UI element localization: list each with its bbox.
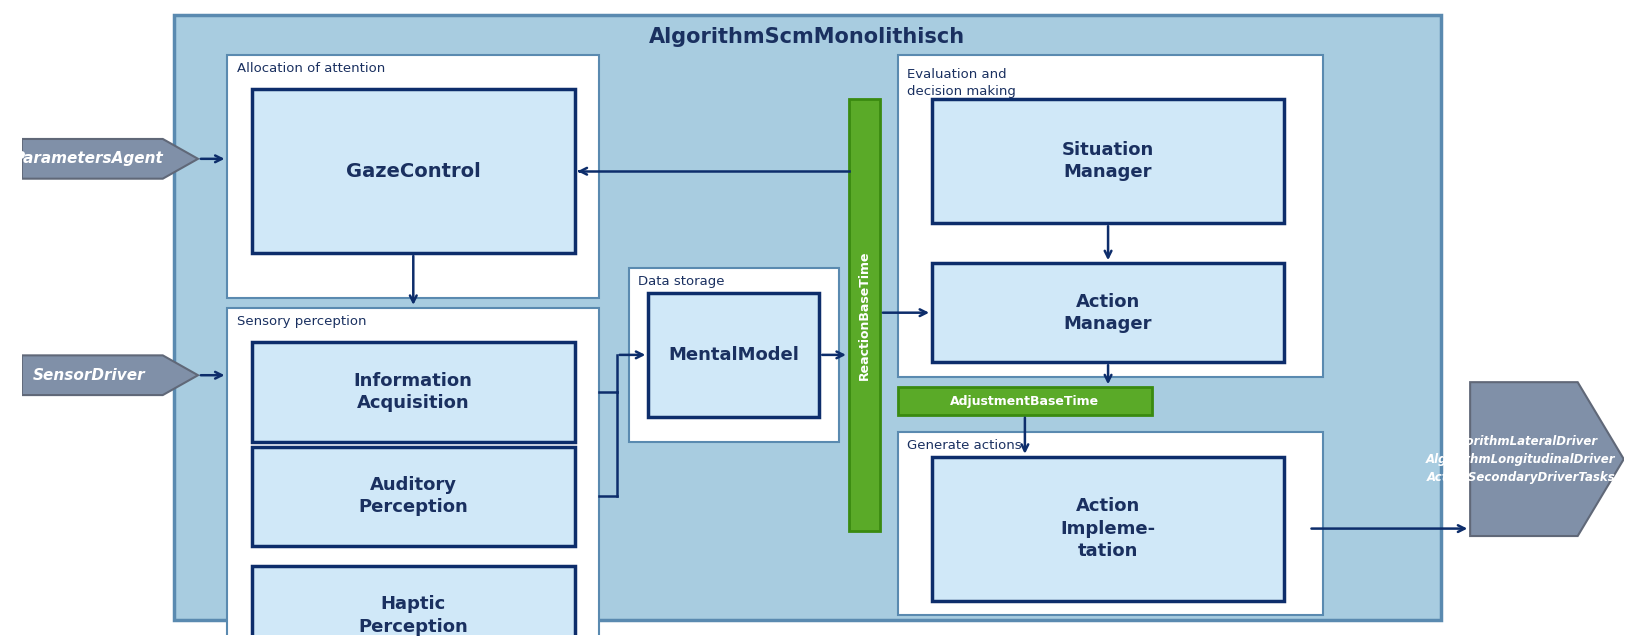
- FancyBboxPatch shape: [848, 99, 881, 531]
- Text: MentalModel: MentalModel: [668, 346, 799, 364]
- FancyBboxPatch shape: [252, 566, 575, 640]
- FancyBboxPatch shape: [252, 90, 575, 253]
- FancyBboxPatch shape: [648, 293, 820, 417]
- Text: SensorDriver: SensorDriver: [33, 368, 146, 383]
- Text: AlgorithmLateralDriver
AlgorithmLongitudinalDriver
ActionSecondaryDriverTasks: AlgorithmLateralDriver AlgorithmLongitud…: [1426, 435, 1616, 484]
- Text: AlgorithmScmMonolithisch: AlgorithmScmMonolithisch: [650, 27, 966, 47]
- Text: Action
Impleme-
tation: Action Impleme- tation: [1061, 497, 1156, 560]
- FancyBboxPatch shape: [931, 99, 1283, 223]
- FancyBboxPatch shape: [897, 432, 1323, 616]
- Text: Sensory perception: Sensory perception: [237, 315, 367, 328]
- Text: Auditory
Perception: Auditory Perception: [359, 476, 468, 516]
- FancyBboxPatch shape: [174, 15, 1441, 620]
- FancyBboxPatch shape: [931, 263, 1283, 362]
- FancyBboxPatch shape: [931, 456, 1283, 600]
- Text: Situation
Manager: Situation Manager: [1062, 141, 1154, 181]
- Text: Allocation of attention: Allocation of attention: [237, 62, 385, 75]
- Polygon shape: [21, 355, 198, 395]
- FancyBboxPatch shape: [629, 268, 840, 442]
- FancyBboxPatch shape: [897, 387, 1152, 415]
- Text: Haptic
Perception: Haptic Perception: [359, 595, 468, 636]
- FancyBboxPatch shape: [228, 308, 599, 640]
- Text: AdjustmentBaseTime: AdjustmentBaseTime: [951, 394, 1100, 408]
- Polygon shape: [1470, 382, 1624, 536]
- FancyBboxPatch shape: [897, 54, 1323, 377]
- Text: Data storage: Data storage: [638, 275, 725, 289]
- FancyBboxPatch shape: [252, 342, 575, 442]
- FancyBboxPatch shape: [252, 447, 575, 546]
- Text: Evaluation and
decision making: Evaluation and decision making: [907, 68, 1017, 99]
- Text: GazeControl: GazeControl: [345, 162, 481, 180]
- Text: Action
Manager: Action Manager: [1064, 292, 1152, 333]
- Text: ReactionBaseTime: ReactionBaseTime: [858, 250, 871, 380]
- Text: ParametersAgent: ParametersAgent: [15, 151, 164, 166]
- Text: Generate actions: Generate actions: [907, 439, 1021, 452]
- FancyBboxPatch shape: [228, 54, 599, 298]
- Polygon shape: [21, 139, 198, 179]
- Text: Information
Acquisition: Information Acquisition: [354, 372, 473, 412]
